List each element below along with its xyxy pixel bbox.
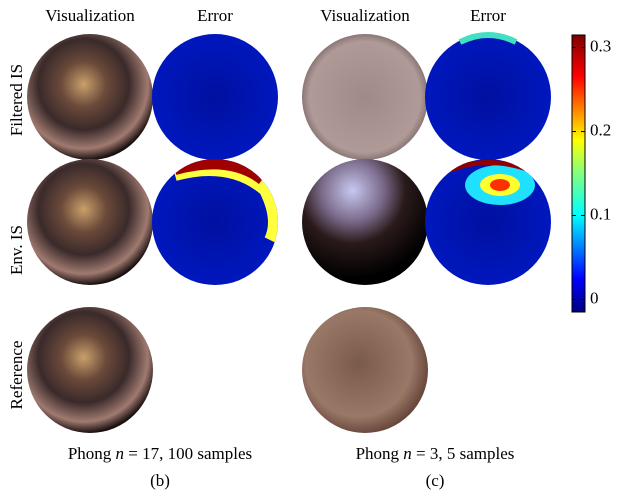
column-header: Visualization <box>320 6 410 25</box>
caption-var: n <box>116 444 125 463</box>
sphere-render <box>302 159 428 285</box>
sphere-render <box>27 159 153 285</box>
row-label: Filtered IS <box>7 64 26 136</box>
figure: Visualization Error Visualization Error … <box>0 0 622 498</box>
sphere-render <box>302 307 428 433</box>
colorbar <box>572 35 585 312</box>
caption: Phong n = 17, 100 samples <box>68 444 252 463</box>
caption-var: n <box>403 444 412 463</box>
subfigure-label: (b) <box>150 471 170 490</box>
caption-text: Phong <box>356 444 400 463</box>
caption-text: Phong <box>68 444 112 463</box>
error-map <box>152 34 278 160</box>
sphere-render <box>27 34 153 160</box>
subfigure-label: (c) <box>426 471 445 490</box>
column-header: Error <box>470 6 506 25</box>
colorbar-tick-label: 0.2 <box>590 120 611 139</box>
colorbar-tick-label: 0 <box>590 288 599 307</box>
error-map <box>425 34 551 160</box>
row-label: Env. IS <box>7 225 26 275</box>
sphere-render <box>302 34 428 160</box>
sphere-render <box>27 307 153 433</box>
column-header: Visualization <box>45 6 135 25</box>
colorbar-tick-label: 0.1 <box>590 204 611 223</box>
caption-text: = 17, 100 samples <box>128 444 252 463</box>
colorbar-tick-label: 0.3 <box>590 36 611 55</box>
caption-text: = 3, 5 samples <box>416 444 514 463</box>
caption: Phong n = 3, 5 samples <box>356 444 515 463</box>
row-label: Reference <box>7 341 26 410</box>
column-header: Error <box>197 6 233 25</box>
